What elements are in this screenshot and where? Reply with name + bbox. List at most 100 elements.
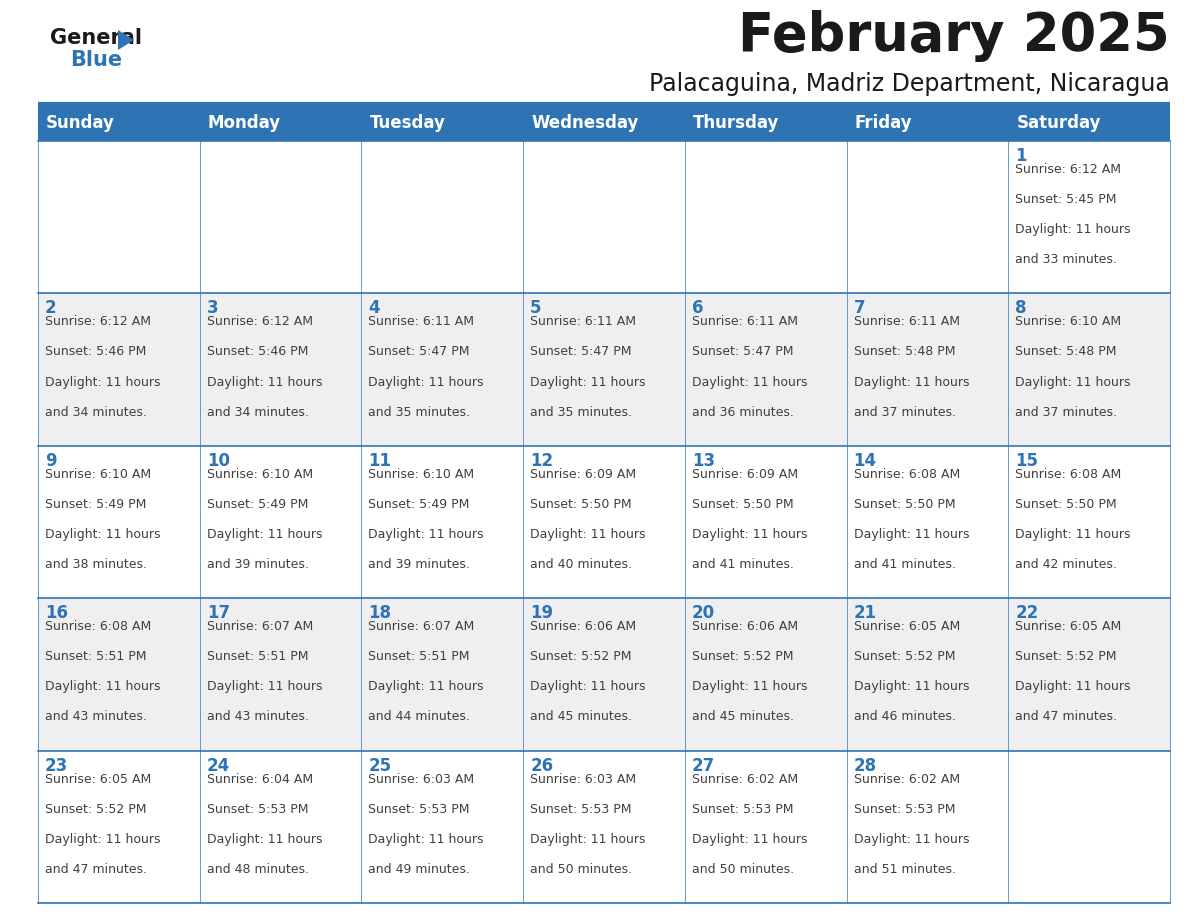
Bar <box>200 294 361 446</box>
Text: Sunset: 5:49 PM: Sunset: 5:49 PM <box>207 498 308 511</box>
Bar <box>200 141 361 294</box>
Text: and 39 minutes.: and 39 minutes. <box>368 558 470 571</box>
Text: Sunset: 5:50 PM: Sunset: 5:50 PM <box>1016 498 1117 511</box>
Text: Sunrise: 6:02 AM: Sunrise: 6:02 AM <box>853 773 960 786</box>
Text: Daylight: 11 hours: Daylight: 11 hours <box>853 680 969 693</box>
Text: Daylight: 11 hours: Daylight: 11 hours <box>530 375 645 388</box>
Bar <box>361 599 523 751</box>
Text: Daylight: 11 hours: Daylight: 11 hours <box>207 528 322 541</box>
Bar <box>38 294 200 446</box>
Text: and 33 minutes.: and 33 minutes. <box>1016 253 1117 266</box>
Text: 7: 7 <box>853 299 865 318</box>
Text: Sunrise: 6:12 AM: Sunrise: 6:12 AM <box>45 316 151 329</box>
Text: and 39 minutes.: and 39 minutes. <box>207 558 309 571</box>
Text: 26: 26 <box>530 756 554 775</box>
Text: and 51 minutes.: and 51 minutes. <box>853 863 955 876</box>
Text: Sunset: 5:46 PM: Sunset: 5:46 PM <box>45 345 146 359</box>
Text: 15: 15 <box>1016 452 1038 470</box>
Text: Sunrise: 6:11 AM: Sunrise: 6:11 AM <box>691 316 798 329</box>
Text: 9: 9 <box>45 452 57 470</box>
Text: 24: 24 <box>207 756 230 775</box>
Bar <box>38 751 200 903</box>
Bar <box>38 141 200 294</box>
Text: and 43 minutes.: and 43 minutes. <box>45 711 147 723</box>
Bar <box>523 141 684 294</box>
Text: Daylight: 11 hours: Daylight: 11 hours <box>207 680 322 693</box>
Text: and 44 minutes.: and 44 minutes. <box>368 711 470 723</box>
Text: 16: 16 <box>45 604 68 622</box>
Text: Daylight: 11 hours: Daylight: 11 hours <box>691 833 808 845</box>
Text: 11: 11 <box>368 452 391 470</box>
Bar <box>523 446 684 599</box>
Text: Sunset: 5:53 PM: Sunset: 5:53 PM <box>368 802 470 816</box>
Text: Sunset: 5:52 PM: Sunset: 5:52 PM <box>691 650 794 664</box>
Text: Sunset: 5:51 PM: Sunset: 5:51 PM <box>207 650 308 664</box>
Text: Sunset: 5:48 PM: Sunset: 5:48 PM <box>1016 345 1117 359</box>
Text: Daylight: 11 hours: Daylight: 11 hours <box>1016 223 1131 236</box>
Text: 19: 19 <box>530 604 554 622</box>
Bar <box>1009 294 1170 446</box>
Bar <box>523 294 684 446</box>
Bar <box>200 751 361 903</box>
Text: Sunrise: 6:04 AM: Sunrise: 6:04 AM <box>207 773 312 786</box>
Bar <box>847 294 1009 446</box>
Text: 8: 8 <box>1016 299 1026 318</box>
Text: 1: 1 <box>1016 147 1026 165</box>
Text: 4: 4 <box>368 299 380 318</box>
Text: and 35 minutes.: and 35 minutes. <box>368 406 470 419</box>
Bar <box>523 599 684 751</box>
Text: Daylight: 11 hours: Daylight: 11 hours <box>1016 528 1131 541</box>
Text: and 42 minutes.: and 42 minutes. <box>1016 558 1117 571</box>
Text: Sunrise: 6:03 AM: Sunrise: 6:03 AM <box>530 773 637 786</box>
Text: Sunrise: 6:07 AM: Sunrise: 6:07 AM <box>368 621 475 633</box>
Text: 10: 10 <box>207 452 229 470</box>
Text: 5: 5 <box>530 299 542 318</box>
Bar <box>523 751 684 903</box>
Text: Sunset: 5:52 PM: Sunset: 5:52 PM <box>853 650 955 664</box>
Bar <box>847 446 1009 599</box>
Text: Sunset: 5:49 PM: Sunset: 5:49 PM <box>368 498 469 511</box>
Text: and 50 minutes.: and 50 minutes. <box>691 863 794 876</box>
Text: Sunrise: 6:10 AM: Sunrise: 6:10 AM <box>207 468 312 481</box>
Text: Saturday: Saturday <box>1016 114 1101 132</box>
Bar <box>847 599 1009 751</box>
Bar <box>684 141 847 294</box>
Text: Daylight: 11 hours: Daylight: 11 hours <box>45 833 160 845</box>
Text: and 40 minutes.: and 40 minutes. <box>530 558 632 571</box>
Text: Sunset: 5:47 PM: Sunset: 5:47 PM <box>691 345 794 359</box>
Text: Daylight: 11 hours: Daylight: 11 hours <box>691 680 808 693</box>
Text: and 34 minutes.: and 34 minutes. <box>207 406 309 419</box>
Text: and 46 minutes.: and 46 minutes. <box>853 711 955 723</box>
Text: 20: 20 <box>691 604 715 622</box>
Text: Daylight: 11 hours: Daylight: 11 hours <box>530 833 645 845</box>
Text: Daylight: 11 hours: Daylight: 11 hours <box>368 528 484 541</box>
Text: Daylight: 11 hours: Daylight: 11 hours <box>1016 375 1131 388</box>
Bar <box>200 446 361 599</box>
Text: Blue: Blue <box>70 50 122 70</box>
Text: Sunset: 5:47 PM: Sunset: 5:47 PM <box>530 345 632 359</box>
Text: Sunrise: 6:09 AM: Sunrise: 6:09 AM <box>530 468 637 481</box>
Text: General: General <box>50 28 143 48</box>
Text: 25: 25 <box>368 756 392 775</box>
Text: Sunset: 5:50 PM: Sunset: 5:50 PM <box>853 498 955 511</box>
Text: Daylight: 11 hours: Daylight: 11 hours <box>207 375 322 388</box>
Text: Daylight: 11 hours: Daylight: 11 hours <box>530 680 645 693</box>
Text: Sunset: 5:53 PM: Sunset: 5:53 PM <box>691 802 794 816</box>
Polygon shape <box>118 30 134 50</box>
Bar <box>361 446 523 599</box>
Text: 28: 28 <box>853 756 877 775</box>
Bar <box>200 599 361 751</box>
Text: Sunrise: 6:05 AM: Sunrise: 6:05 AM <box>1016 621 1121 633</box>
Text: Sunset: 5:46 PM: Sunset: 5:46 PM <box>207 345 308 359</box>
Bar <box>684 751 847 903</box>
Text: Thursday: Thursday <box>693 114 779 132</box>
Text: and 34 minutes.: and 34 minutes. <box>45 406 147 419</box>
Text: Daylight: 11 hours: Daylight: 11 hours <box>368 680 484 693</box>
Bar <box>847 141 1009 294</box>
Text: Sunrise: 6:10 AM: Sunrise: 6:10 AM <box>1016 316 1121 329</box>
Bar <box>361 141 523 294</box>
Text: Daylight: 11 hours: Daylight: 11 hours <box>691 528 808 541</box>
Text: 22: 22 <box>1016 604 1038 622</box>
Text: Sunset: 5:53 PM: Sunset: 5:53 PM <box>207 802 308 816</box>
Text: Sunset: 5:50 PM: Sunset: 5:50 PM <box>691 498 794 511</box>
